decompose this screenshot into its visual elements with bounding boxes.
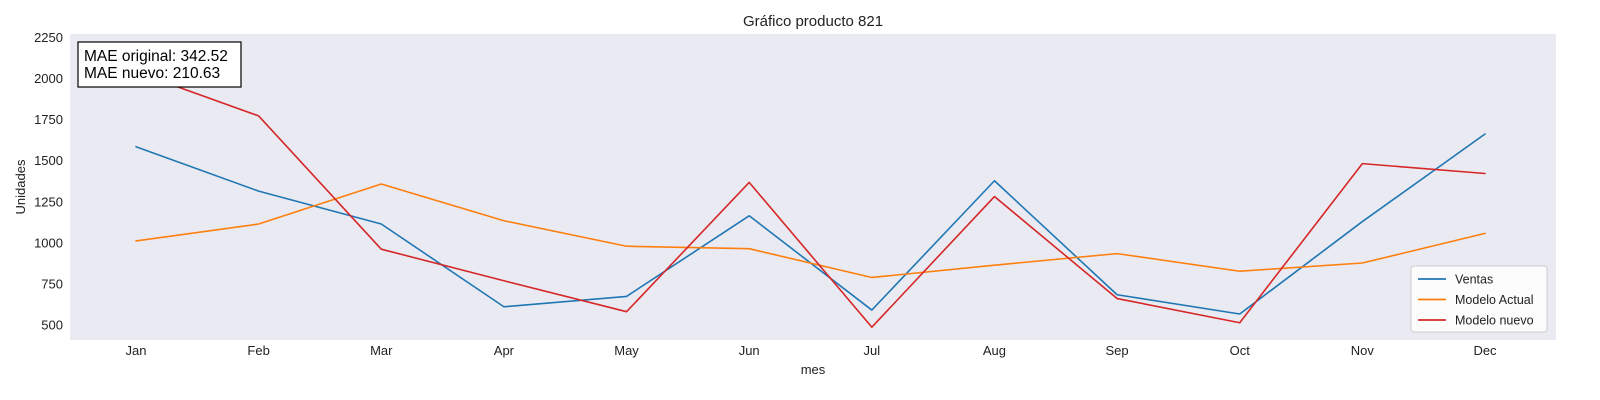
y-tick-label: 1500	[34, 153, 63, 168]
y-tick-label: 2000	[34, 71, 63, 86]
x-tick-label: Jan	[126, 343, 147, 358]
series-line-2	[135, 183, 1486, 279]
mae-annotation-box	[77, 41, 242, 88]
plot-area	[70, 34, 1556, 340]
x-tick-label: Feb	[247, 343, 269, 358]
mae-original-text: MAE original: 342.52	[84, 48, 228, 65]
x-tick-label: Sep	[1106, 343, 1129, 358]
y-tick-label: 1750	[34, 112, 63, 127]
legend: Ventas Modelo Actual Modelo nuevo	[1410, 265, 1548, 333]
x-tick-label: Jun	[739, 343, 760, 358]
y-tick-label: 1000	[34, 235, 63, 250]
y-tick-label: 500	[41, 318, 63, 333]
x-axis-label: mes	[801, 362, 826, 377]
series-layer	[135, 71, 1486, 328]
mae-nuevo-text: MAE nuevo: 210.63	[84, 65, 220, 82]
series-line-3	[135, 71, 1486, 328]
y-tick-label: 2250	[34, 30, 63, 45]
y-tick-label: 750	[41, 277, 63, 292]
x-tick-label: Oct	[1230, 343, 1251, 358]
x-tick-label: Aug	[983, 343, 1006, 358]
chart-title: Gráfico producto 821	[743, 13, 883, 30]
legend-entries: Ventas Modelo Actual Modelo nuevo	[1418, 273, 1534, 328]
legend-label: Ventas	[1455, 273, 1493, 287]
x-tick-labels: Jan Feb Mar Apr May Jun Jul Aug Sep Oct Nov Dec	[126, 343, 1498, 358]
x-tick-label: Dec	[1473, 343, 1497, 358]
y-tick-label: 1250	[34, 194, 63, 209]
x-tick-label: Apr	[494, 343, 515, 358]
x-tick-label: Nov	[1351, 343, 1375, 358]
mae-annotation: MAE original: 342.52 MAE nuevo: 210.63	[77, 41, 242, 88]
legend-label: Modelo Actual	[1455, 293, 1534, 307]
legend-box	[1410, 265, 1548, 333]
x-tick-label: Mar	[370, 343, 393, 358]
x-tick-label: Jul	[864, 343, 881, 358]
y-tick-labels: 500 750 1000 1250 1500 1750 2000 2250	[34, 30, 63, 333]
y-axis-label: Unidades	[13, 159, 28, 214]
legend-label: Modelo nuevo	[1455, 314, 1534, 328]
x-tick-label: May	[614, 343, 639, 358]
